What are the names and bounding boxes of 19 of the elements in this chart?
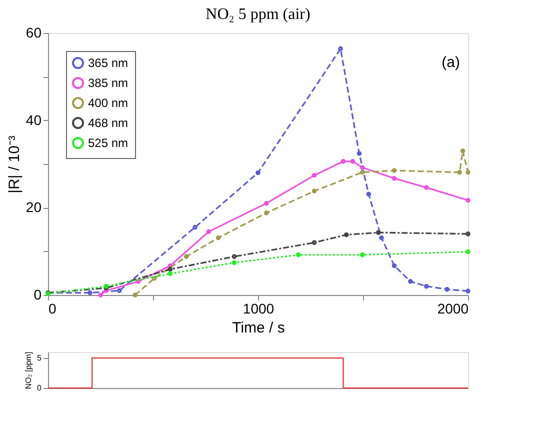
y-tick-label: 20 [26, 199, 42, 216]
y-axis-title: |R| / 10⁻³ [6, 136, 23, 194]
annotation: (a) [442, 54, 460, 71]
x-tick-label: 0 [48, 300, 56, 316]
legend-label: 365 nm [88, 56, 128, 70]
y-axis-title: NO₂ [ppm] [24, 352, 34, 390]
legend-label: 385 nm [88, 76, 128, 90]
y-tick-label: 5 [37, 354, 42, 362]
chart-title: NO₂ 5 ppm (air) [206, 6, 310, 23]
legend-label: 525 nm [88, 136, 128, 150]
x-tick-label: 1000 [242, 300, 274, 316]
y-tick-label: 0 [37, 384, 42, 392]
y-tick-label: 60 [26, 24, 42, 40]
x-axis-title: Time / s [232, 320, 285, 336]
x-tick-label: 2000 [437, 300, 469, 316]
y-tick-label: 40 [26, 112, 42, 128]
legend-label: 468 nm [88, 116, 128, 130]
y-tick-label: 0 [34, 286, 42, 302]
legend-label: 400 nm [88, 96, 128, 110]
